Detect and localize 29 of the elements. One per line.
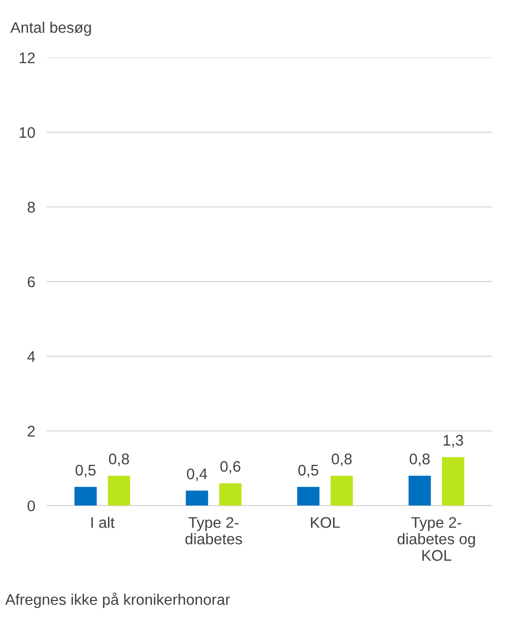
- x-tick-label: Type 2- diabetes: [185, 517, 242, 544]
- y-tick-label: 0: [28, 500, 35, 512]
- y-tick-label: 12: [20, 52, 35, 64]
- y-axis-title: Antal besøg: [10, 22, 91, 36]
- data-label: 0,6: [220, 461, 240, 474]
- data-label: 0,4: [186, 468, 208, 482]
- data-label: 0,8: [410, 454, 430, 466]
- y-tick-label: 6: [28, 276, 35, 288]
- bar: [219, 483, 242, 506]
- bar: [297, 486, 320, 506]
- bar: [442, 457, 464, 506]
- bar: [408, 476, 431, 506]
- y-tick-label: 4: [27, 351, 36, 362]
- x-tick-label: I alt: [91, 516, 115, 528]
- bar: [186, 490, 208, 506]
- data-label: 0,5: [76, 464, 96, 478]
- bar: [330, 476, 353, 506]
- data-label: 0,5: [298, 464, 318, 478]
- data-label: 0,8: [332, 454, 352, 466]
- y-tick-label: 10: [20, 127, 35, 138]
- bar: [108, 476, 130, 506]
- x-tick-label: KOL: [311, 517, 340, 528]
- bar: [74, 486, 97, 506]
- data-label: 0,8: [108, 454, 129, 466]
- x-tick-label: Type 2- diabetes og KOL: [398, 517, 475, 561]
- y-tick-label: 2: [28, 426, 35, 436]
- data-label: 1,3: [444, 434, 464, 448]
- text: Afregnes ikke på kronikerhonorar: [5, 592, 230, 608]
- y-tick-label: 8: [28, 202, 35, 213]
